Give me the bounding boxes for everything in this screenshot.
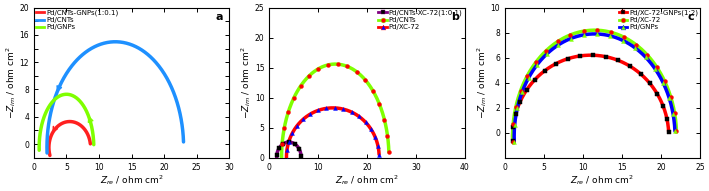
X-axis label: $Z_{re}$ / ohm cm$^2$: $Z_{re}$ / ohm cm$^2$ (335, 173, 399, 187)
Legend: Pd/CNTs-XC-72(1:0.1), Pd/CNTs, Pd/XC-72: Pd/CNTs-XC-72(1:0.1), Pd/CNTs, Pd/XC-72 (378, 9, 463, 31)
Y-axis label: $-Z_{im}$ / ohm cm$^2$: $-Z_{im}$ / ohm cm$^2$ (240, 46, 254, 119)
Text: a: a (216, 12, 223, 22)
Text: b: b (451, 12, 459, 22)
Text: c: c (688, 12, 694, 22)
Y-axis label: $-Z_{im}$ / ohm cm$^2$: $-Z_{im}$ / ohm cm$^2$ (475, 46, 489, 119)
Y-axis label: $-Z_{im}$ / ohm cm$^2$: $-Z_{im}$ / ohm cm$^2$ (4, 46, 18, 119)
X-axis label: $Z_{re}$ / ohm cm$^2$: $Z_{re}$ / ohm cm$^2$ (99, 173, 164, 187)
Legend: Pd/CNTs-GNPs(1:0.1), Pd/CNTs, Pd/GNPs: Pd/CNTs-GNPs(1:0.1), Pd/CNTs, Pd/GNPs (35, 9, 119, 31)
X-axis label: $Z_{re}$ / ohm cm$^2$: $Z_{re}$ / ohm cm$^2$ (571, 173, 635, 187)
Legend: Pd/XC-72-GNPs(1:2), Pd/XC-72, Pd/GNPs: Pd/XC-72-GNPs(1:2), Pd/XC-72, Pd/GNPs (618, 9, 698, 31)
